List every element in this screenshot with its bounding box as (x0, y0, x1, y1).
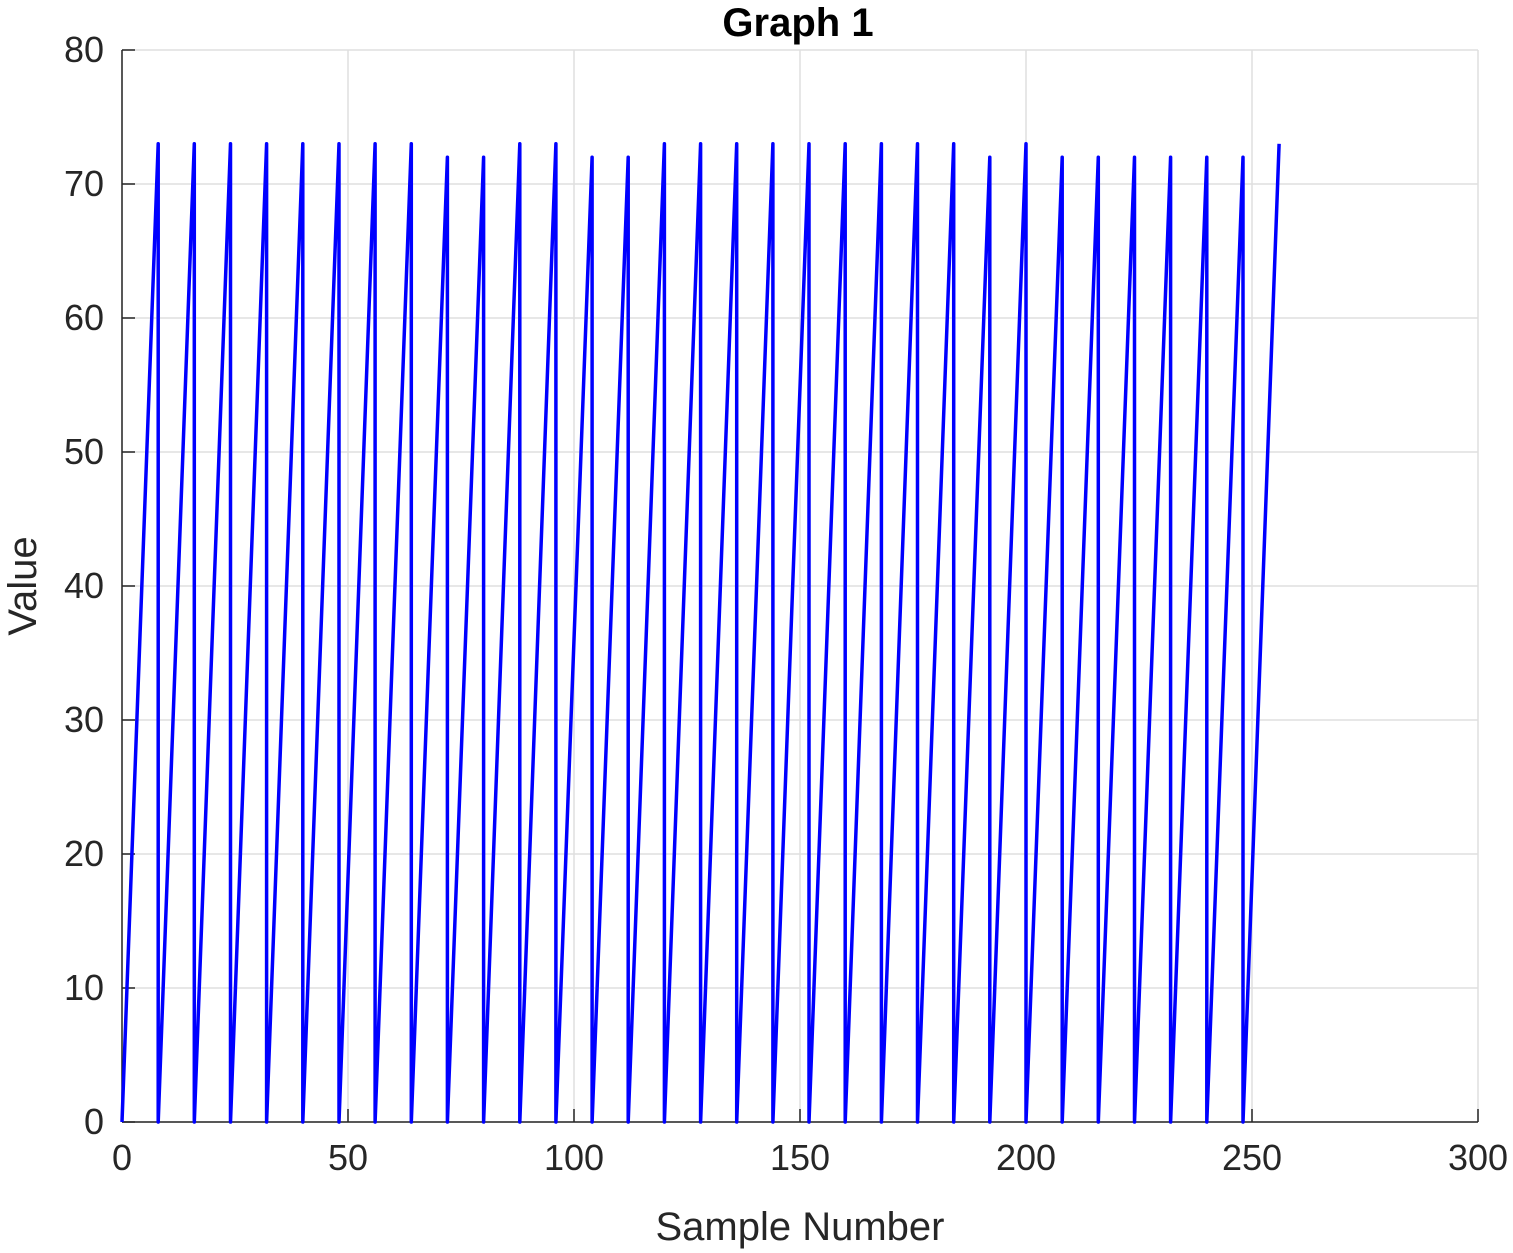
x-tick-label-200: 200 (996, 1137, 1056, 1178)
series-layer (120, 142, 1281, 1124)
y-tick-labels: 0 10 20 30 40 50 60 70 80 (64, 29, 104, 1142)
x-tick-label-50: 50 (328, 1137, 368, 1178)
y-tick-label-40: 40 (64, 565, 104, 606)
x-tick-label-150: 150 (770, 1137, 830, 1178)
y-tick-label-80: 80 (64, 29, 104, 70)
x-tick-labels: 0 50 100 150 200 250 300 (112, 1137, 1508, 1178)
y-tick-label-50: 50 (64, 431, 104, 472)
grid-lines (121, 49, 1479, 1123)
x-axis-label: Sample Number (655, 1205, 944, 1249)
y-tick-label-70: 70 (64, 163, 104, 204)
x-tick-label-250: 250 (1222, 1137, 1282, 1178)
x-tick-label-100: 100 (544, 1137, 604, 1178)
y-tick-label-60: 60 (64, 297, 104, 338)
series-line-0 (120, 142, 1281, 1124)
y-tick-label-20: 20 (64, 833, 104, 874)
chart-title: Graph 1 (722, 1, 873, 45)
x-tick-label-300: 300 (1448, 1137, 1508, 1178)
y-tick-label-30: 30 (64, 699, 104, 740)
y-axis-label: Value (1, 536, 45, 635)
x-tick-label-0: 0 (112, 1137, 132, 1178)
y-tick-label-10: 10 (64, 967, 104, 1008)
y-tick-label-0: 0 (84, 1101, 104, 1142)
